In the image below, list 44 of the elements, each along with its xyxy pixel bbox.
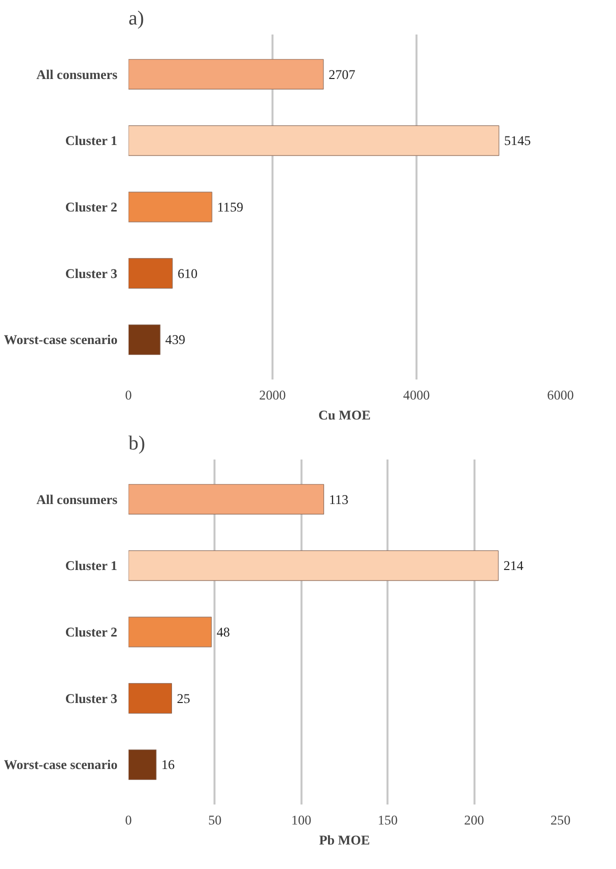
bar [128,59,324,90]
y-tick-label: Worst-case scenario [4,332,118,348]
x-tick-label: 250 [550,812,571,828]
data-label: 48 [216,624,230,640]
x-tick-label: 2000 [259,388,286,402]
x-axis-title: Pb MOE [319,832,370,848]
data-label: 113 [328,492,349,507]
bar [128,616,212,648]
y-tick-label: Cluster 1 [65,133,118,148]
data-label: 214 [503,558,524,574]
bar [128,192,212,222]
x-tick-label: 100 [291,812,312,828]
data-label: 16 [161,757,175,772]
y-tick-label: Cluster 3 [65,266,118,281]
bar [128,749,156,780]
y-tick-label: Cluster 3 [65,690,118,706]
y-tick-label: Cluster 2 [65,200,118,214]
x-tick-label: 6000 [547,388,574,402]
bar [128,324,160,355]
x-tick-label: 50 [208,812,222,828]
bar [128,550,499,581]
bar [128,683,172,714]
x-tick-label: 4000 [403,388,430,402]
chart-title: a) [128,8,144,30]
data-label: 5145 [504,133,532,148]
data-label: 1159 [217,200,244,214]
y-tick-label: All consumers [36,492,118,507]
x-axis-title: Cu MOE [318,408,371,422]
x-tick-label: 0 [125,388,132,402]
x-tick-label: 200 [464,812,484,828]
bar [128,484,324,515]
x-tick-label: 150 [378,812,398,828]
data-label: 439 [165,332,186,348]
chart-title: b) [128,432,146,454]
data-label: 2707 [328,66,356,82]
y-tick-label: Cluster 1 [65,558,118,574]
y-tick-label: Worst-case scenario [4,757,118,772]
data-label: 25 [176,690,191,706]
y-tick-label: Cluster 2 [65,624,118,640]
bar [128,258,173,289]
x-tick-label: 0 [125,812,132,828]
data-label: 610 [178,266,198,281]
y-tick-label: All consumers [36,66,118,82]
bar [128,125,500,156]
